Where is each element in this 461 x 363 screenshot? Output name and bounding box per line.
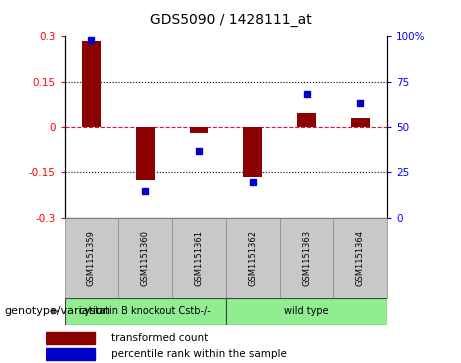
Text: wild type: wild type: [284, 306, 329, 316]
Text: genotype/variation: genotype/variation: [5, 306, 111, 316]
FancyBboxPatch shape: [280, 218, 333, 298]
Text: GSM1151359: GSM1151359: [87, 230, 96, 286]
FancyBboxPatch shape: [65, 298, 226, 325]
Text: GSM1151364: GSM1151364: [356, 230, 365, 286]
FancyBboxPatch shape: [333, 218, 387, 298]
Text: transformed count: transformed count: [111, 333, 208, 343]
FancyBboxPatch shape: [172, 218, 226, 298]
Text: GSM1151363: GSM1151363: [302, 230, 311, 286]
Bar: [297, 113, 316, 127]
Text: GSM1151362: GSM1151362: [248, 230, 257, 286]
Text: percentile rank within the sample: percentile rank within the sample: [111, 349, 287, 359]
Bar: [243, 127, 262, 177]
Bar: [46, 332, 95, 344]
Bar: [82, 41, 101, 127]
FancyBboxPatch shape: [118, 218, 172, 298]
FancyBboxPatch shape: [65, 218, 118, 298]
Text: GSM1151360: GSM1151360: [141, 230, 150, 286]
Bar: [136, 127, 154, 180]
Text: cystatin B knockout Cstb-/-: cystatin B knockout Cstb-/-: [79, 306, 211, 316]
Text: GDS5090 / 1428111_at: GDS5090 / 1428111_at: [150, 13, 311, 27]
Text: GSM1151361: GSM1151361: [195, 230, 203, 286]
FancyBboxPatch shape: [226, 298, 387, 325]
Bar: [351, 118, 370, 127]
Bar: [189, 127, 208, 133]
FancyBboxPatch shape: [226, 218, 280, 298]
Bar: [46, 348, 95, 360]
